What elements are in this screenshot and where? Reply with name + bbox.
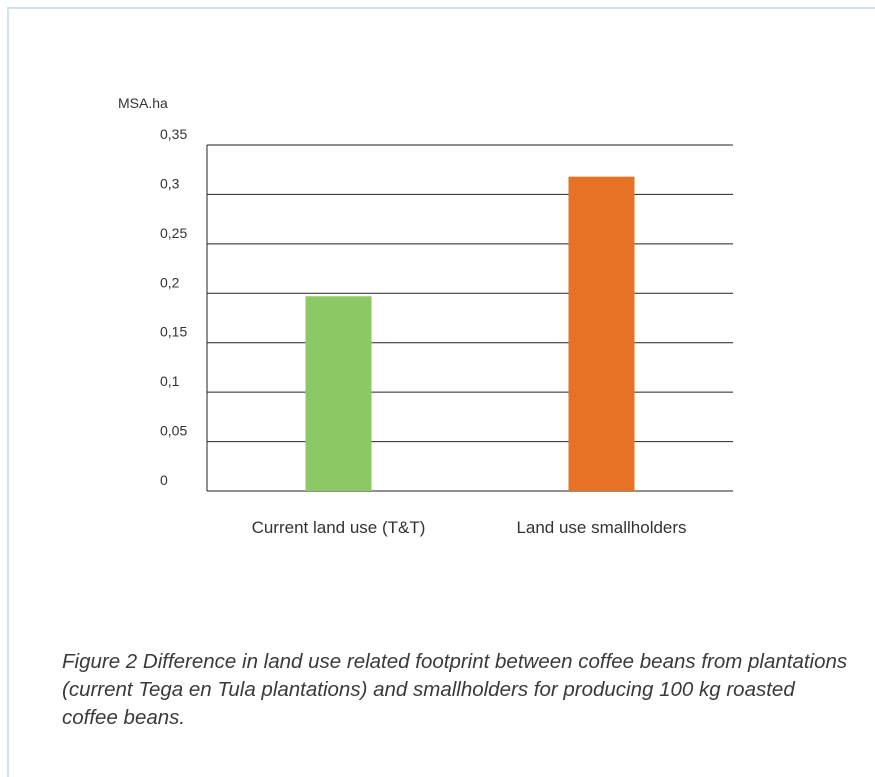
y-tick-labels: 0 0,05 0,1 0,15 0,2 0,25 0,3 0,35: [160, 126, 187, 488]
y-tick-label: 0,05: [160, 423, 187, 439]
gridlines: [206, 144, 733, 492]
bar-chart: 0 0,05 0,1 0,15 0,2 0,25 0,3 0,35 Current land …: [118, 95, 733, 537]
figure-frame: [7, 7, 875, 777]
x-tick-label: Land use smallholders: [516, 518, 686, 537]
bar: [568, 176, 635, 492]
x-tick-label: Current land use (T&T): [252, 518, 426, 537]
y-tick-label: 0,25: [160, 225, 187, 241]
figure-caption: Figure 2 Difference in land use related …: [62, 650, 848, 729]
y-tick-label: 0,3: [160, 175, 180, 191]
x-tick-labels: Current land use (T&T) Land use smallhold…: [252, 518, 687, 537]
bars: [305, 176, 635, 492]
y-tick-label: 0,15: [160, 324, 187, 340]
y-tick-label: 0,2: [160, 274, 180, 290]
bar: [305, 296, 372, 491]
y-tick-label: 0: [160, 472, 168, 488]
y-tick-label: 0,35: [160, 126, 187, 142]
y-tick-label: 0,1: [160, 373, 180, 389]
y-axis-label: MSA.ha: [118, 95, 168, 111]
